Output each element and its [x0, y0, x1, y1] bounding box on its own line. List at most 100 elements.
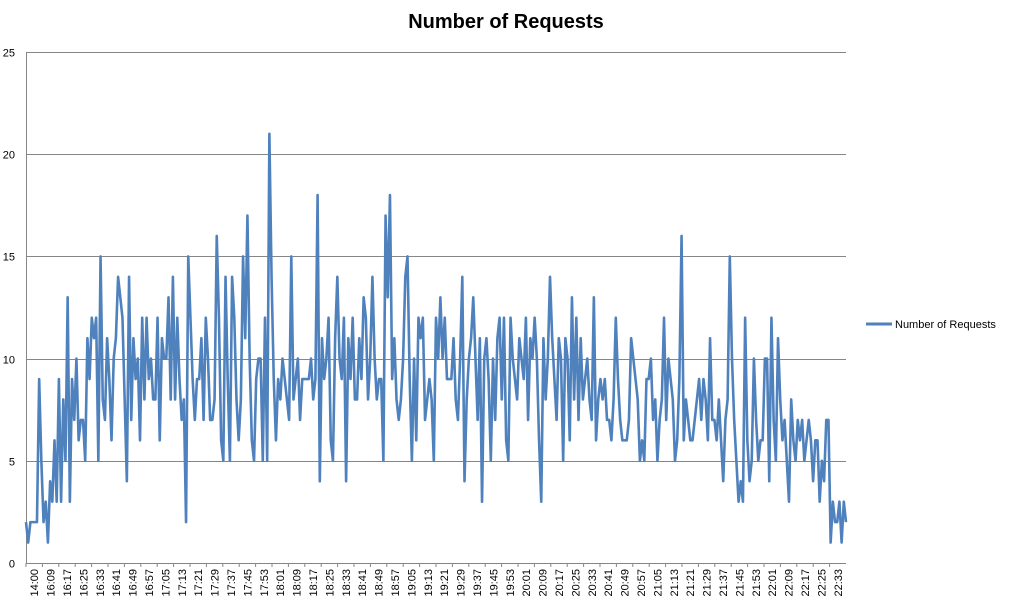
data-point-93 — [229, 460, 231, 462]
data-point-188 — [437, 358, 439, 360]
x-tick-label-5: 16:41 — [111, 569, 123, 597]
data-point-82 — [205, 317, 207, 319]
data-point-178 — [415, 439, 417, 441]
data-point-141 — [334, 337, 336, 339]
data-point-275 — [628, 419, 630, 421]
data-point-11 — [49, 480, 51, 482]
data-point-150 — [354, 398, 356, 400]
data-point-335 — [759, 439, 761, 441]
data-point-272 — [621, 439, 623, 441]
data-point-281 — [641, 439, 643, 441]
data-point-17 — [62, 398, 64, 400]
y-axis: 0 5 10 15 20 25 — [3, 48, 27, 571]
chart-title: Number of Requests — [408, 11, 604, 33]
data-point-255 — [584, 378, 586, 380]
data-point-206 — [477, 419, 479, 421]
data-point-42 — [117, 276, 119, 278]
data-point-121 — [290, 255, 292, 257]
data-point-59 — [154, 398, 156, 400]
data-point-171 — [400, 398, 402, 400]
data-point-32 — [95, 317, 97, 319]
data-point-274 — [626, 439, 628, 441]
data-point-103 — [251, 439, 253, 441]
data-point-373 — [843, 501, 845, 503]
data-point-133 — [317, 194, 319, 196]
data-point-4 — [34, 521, 36, 523]
data-point-56 — [148, 378, 150, 380]
data-point-65 — [168, 296, 170, 298]
data-point-279 — [637, 398, 639, 400]
data-point-2 — [29, 521, 31, 523]
data-point-16 — [60, 501, 62, 503]
data-point-75 — [189, 317, 191, 319]
data-point-256 — [586, 358, 588, 360]
data-point-94 — [231, 276, 233, 278]
data-point-194 — [450, 378, 452, 380]
data-point-120 — [288, 419, 290, 421]
data-point-58 — [152, 398, 154, 400]
data-point-285 — [650, 358, 652, 360]
data-point-267 — [610, 439, 612, 441]
data-point-231 — [531, 358, 533, 360]
data-point-179 — [417, 317, 419, 319]
data-point-184 — [428, 378, 430, 380]
data-point-312 — [709, 337, 711, 339]
data-point-190 — [442, 358, 444, 360]
data-point-230 — [529, 337, 531, 339]
data-point-0 — [25, 521, 27, 523]
data-point-5 — [36, 521, 38, 523]
data-point-289 — [659, 419, 661, 421]
data-point-128 — [306, 378, 308, 380]
data-point-155 — [365, 317, 367, 319]
data-point-49 — [132, 337, 134, 339]
data-point-266 — [608, 419, 610, 421]
data-point-355 — [803, 460, 805, 462]
data-point-200 — [464, 480, 466, 482]
data-point-235 — [540, 501, 542, 503]
data-point-343 — [777, 337, 779, 339]
data-point-36 — [104, 419, 106, 421]
data-point-250 — [573, 398, 575, 400]
data-point-151 — [356, 398, 358, 400]
x-tick-label-3: 16:25 — [78, 569, 90, 597]
x-tick-label-17: 18:17 — [308, 569, 320, 597]
data-point-44 — [121, 317, 123, 319]
data-point-52 — [139, 439, 141, 441]
y-tick-label-3: 15 — [3, 252, 15, 264]
data-point-90 — [222, 460, 224, 462]
data-point-258 — [591, 419, 593, 421]
data-point-227 — [523, 378, 525, 380]
data-point-152 — [358, 337, 360, 339]
data-point-81 — [203, 419, 205, 421]
data-point-228 — [525, 317, 527, 319]
data-point-317 — [720, 439, 722, 441]
data-point-71 — [181, 419, 183, 421]
data-point-318 — [722, 480, 724, 482]
data-point-175 — [409, 378, 411, 380]
data-point-325 — [738, 501, 740, 503]
x-tick-label-12: 17:37 — [226, 569, 238, 597]
data-point-187 — [435, 317, 437, 319]
data-point-322 — [731, 358, 733, 360]
x-tick-label-0: 14:00 — [29, 569, 41, 597]
data-point-107 — [260, 358, 262, 360]
data-point-293 — [667, 358, 669, 360]
data-point-337 — [764, 358, 766, 360]
data-point-78 — [196, 378, 198, 380]
data-point-37 — [106, 337, 108, 339]
data-point-19 — [67, 296, 69, 298]
data-point-212 — [490, 460, 492, 462]
data-point-271 — [619, 419, 621, 421]
data-point-41 — [115, 337, 117, 339]
data-point-114 — [275, 439, 277, 441]
data-point-302 — [687, 419, 689, 421]
plot-area — [24, 132, 848, 544]
data-point-348 — [788, 501, 790, 503]
data-point-14 — [56, 501, 58, 503]
data-point-18 — [64, 460, 66, 462]
data-point-159 — [374, 358, 376, 360]
data-point-327 — [742, 501, 744, 503]
data-point-306 — [696, 398, 698, 400]
data-point-352 — [797, 419, 799, 421]
